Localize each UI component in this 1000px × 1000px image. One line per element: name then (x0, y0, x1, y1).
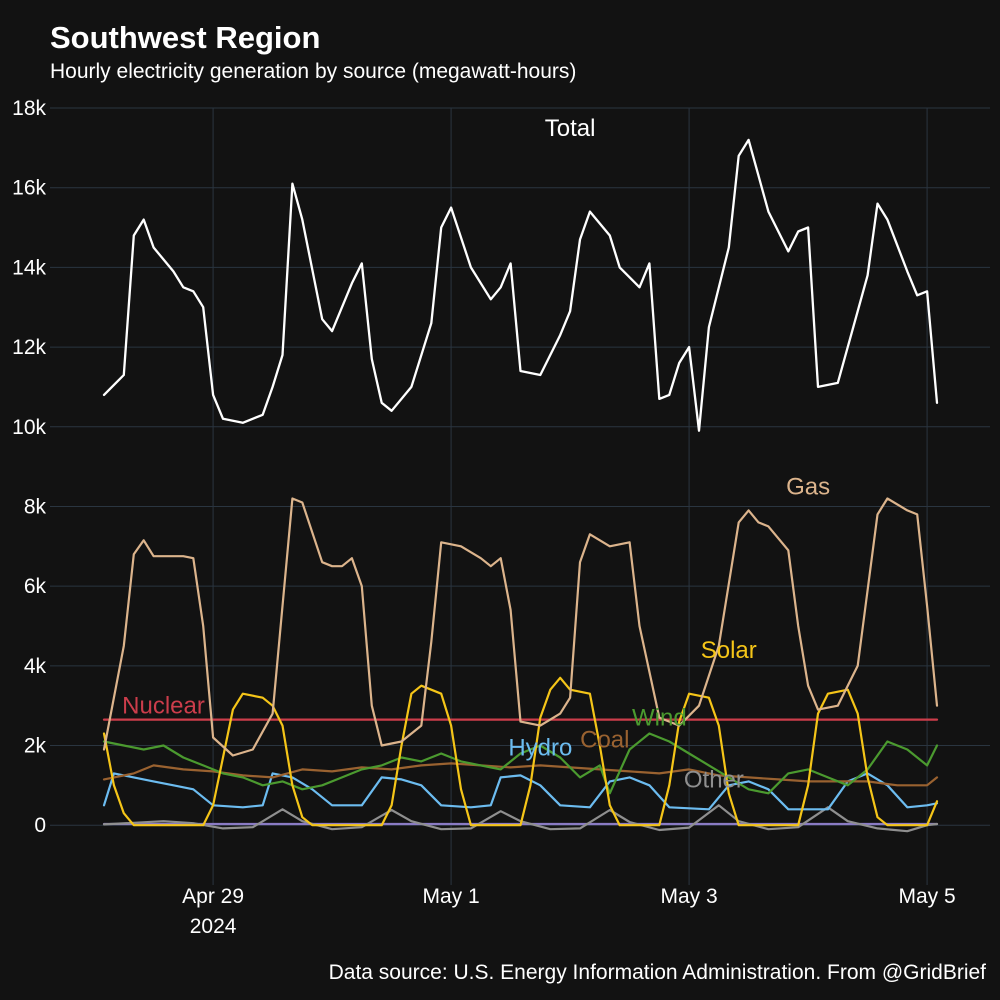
series-label-solar: Solar (701, 637, 757, 664)
x-tick-label: May 1 (422, 885, 479, 908)
series-label-total: Total (545, 115, 596, 142)
series-label-hydro: Hydro (508, 734, 572, 761)
series-line-gas (102, 497, 939, 757)
series-label-wind: Wind (632, 705, 687, 732)
series-label-gas: Gas (786, 473, 830, 500)
y-tick-label: 16k (12, 177, 46, 200)
x-tick-sublabel: 2024 (190, 915, 237, 938)
x-tick-label: May 3 (660, 885, 717, 908)
x-tick-label: Apr 29 (182, 885, 244, 908)
data-source-note: Data source: U.S. Energy Information Adm… (328, 961, 986, 984)
series-line-total (102, 138, 939, 432)
series-line-solar (102, 676, 939, 827)
series-line-coal (102, 762, 939, 787)
series-label-other: Other (684, 766, 744, 793)
series-label-coal: Coal (580, 726, 629, 753)
grid-layer (50, 107, 990, 885)
series-line-other (102, 804, 939, 833)
chart-title: Southwest Region (50, 20, 321, 55)
y-tick-label: 6k (24, 575, 47, 598)
y-tick-label: 10k (12, 416, 46, 439)
axis-layer: 0 2k 4k 6k 8k 10k 12k 14k 16k 18k Apr 29 2024 May 1 M… (12, 97, 956, 938)
series-label-nuclear: Nuclear (122, 693, 205, 720)
chart-subtitle: Hourly electricity generation by source … (50, 60, 577, 83)
x-tick-label: May 5 (898, 885, 955, 908)
y-tick-label: 4k (24, 655, 47, 678)
y-tick-label: 14k (12, 256, 46, 279)
y-tick-label: 18k (12, 97, 46, 120)
series-line-hydro (102, 772, 939, 811)
series-line-wind (102, 732, 939, 795)
y-tick-label: 0 (34, 814, 46, 837)
y-tick-label: 2k (24, 735, 47, 758)
y-tick-label: 8k (24, 495, 47, 518)
y-tick-label: 12k (12, 336, 46, 359)
series-layer (102, 138, 939, 833)
